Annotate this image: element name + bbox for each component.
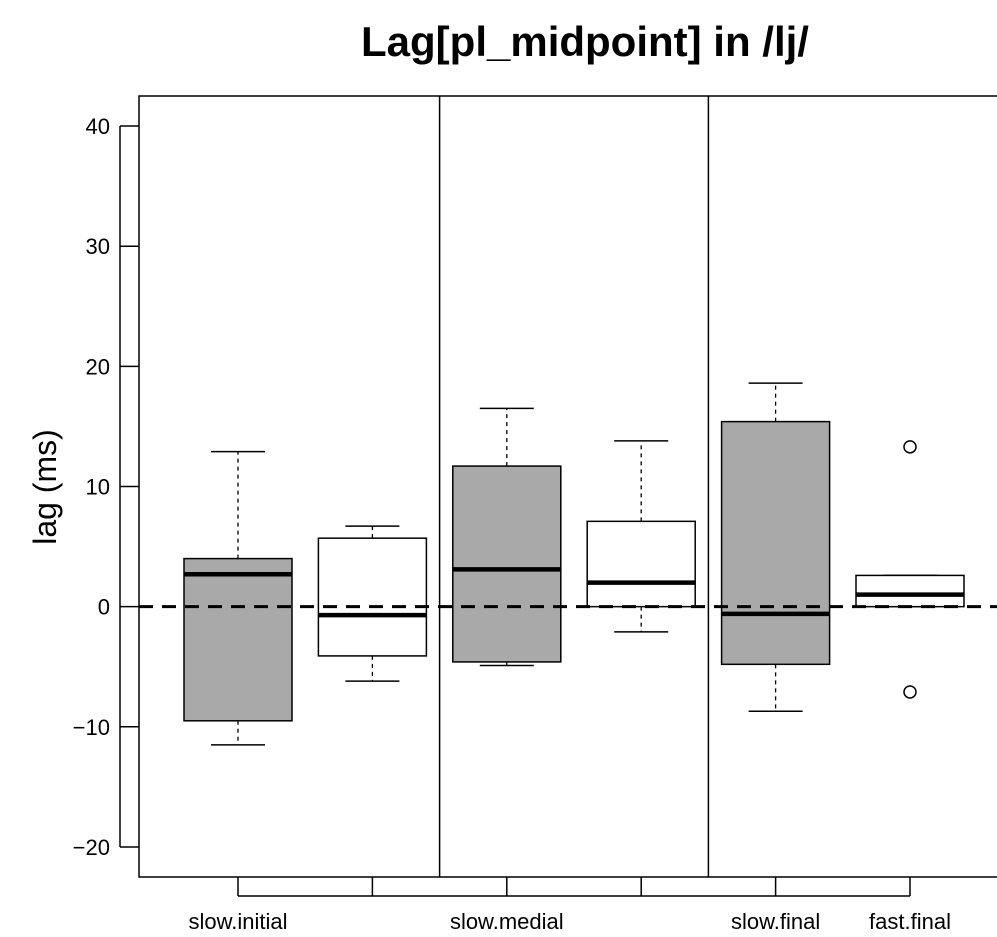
outlier-point <box>903 685 917 699</box>
y-axis-label: lag (ms) <box>27 429 63 545</box>
x-axis: slow.initial slow.medial slow.final fast.fi… <box>188 877 951 934</box>
x-tick-label: fast.final <box>869 909 951 934</box>
chart-title: Lag[pl_midpoint] in /lj/ <box>361 18 809 65</box>
box-iqr <box>452 465 562 663</box>
boxes <box>183 382 965 746</box>
box-iqr <box>720 420 831 666</box>
box-iqr <box>586 520 696 608</box>
x-tick-label: slow.medial <box>450 909 564 934</box>
box-3 <box>586 440 696 633</box>
x-tick-label: slow.final <box>731 909 820 934</box>
x-tick-label: slow.initial <box>188 909 287 934</box>
panel-separators <box>438 96 710 877</box>
box-iqr <box>183 557 293 722</box>
y-tick-label: 10 <box>86 475 110 500</box>
box-4 <box>720 382 831 712</box>
y-tick-label: 40 <box>86 114 110 139</box>
box-0 <box>183 450 293 746</box>
y-tick-label: 30 <box>86 234 110 259</box>
box-1 <box>317 525 428 682</box>
y-tick-label: −10 <box>73 715 110 740</box>
outlier-point <box>903 440 917 454</box>
plot-frame <box>138 95 997 878</box>
box-iqr <box>317 537 428 657</box>
box-2 <box>452 407 562 667</box>
box-iqr <box>855 574 965 608</box>
y-tick-label: 0 <box>98 595 110 620</box>
box-5 <box>855 440 965 699</box>
y-axis: −20 −10 0 10 20 30 40 <box>73 114 139 860</box>
y-tick-label: 20 <box>86 354 110 379</box>
y-tick-label: −20 <box>73 835 110 860</box>
